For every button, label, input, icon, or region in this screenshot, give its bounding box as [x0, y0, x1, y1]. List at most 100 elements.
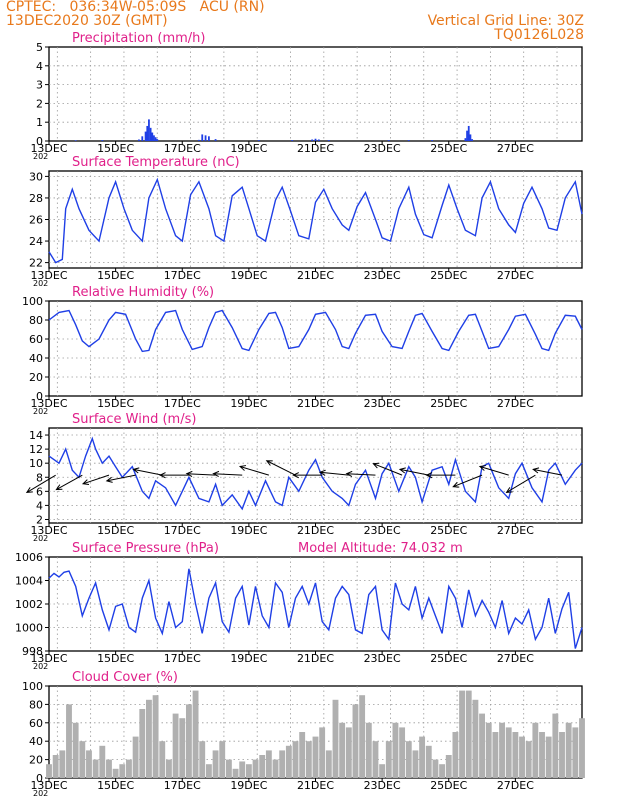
precip-bar [431, 140, 433, 141]
cloud-bar [225, 759, 232, 778]
cloud-xtick-label: 19DEC [230, 779, 267, 792]
cloud-bar [239, 761, 246, 778]
precip-xtick-label: 17DEC [164, 142, 201, 155]
wind-vector [238, 465, 270, 476]
wind-title: Surface Wind (m/s) [72, 412, 196, 427]
cloud-bar [365, 722, 372, 778]
wind-vector [105, 474, 136, 483]
cloud-bar [459, 690, 466, 778]
pres-series-line [48, 568, 583, 649]
precip-bar [314, 138, 317, 141]
rh-ytick-label: 20 [29, 371, 43, 384]
precip-ytick-label: 2 [36, 97, 43, 110]
cloud-bar [272, 759, 279, 778]
rh-xtick-label: 15DEC [97, 397, 134, 410]
precip-bar [467, 125, 470, 141]
precip-title: Precipitation (mm/h) [72, 31, 205, 46]
temp-series-line [48, 177, 583, 264]
cloud-bar [565, 722, 572, 778]
cloud-bar [499, 722, 505, 778]
wind-ytick-label: 10 [29, 457, 43, 470]
rh-xtick-label: 13DEC [30, 397, 67, 410]
cloud-bar [106, 759, 112, 778]
cloud-xtick-label: 25DEC [430, 779, 467, 792]
cloud-bar [419, 736, 426, 778]
precip-bar [387, 140, 390, 141]
wind-ytick-label: 6 [36, 485, 43, 498]
wind-vector [55, 474, 83, 491]
cloud-bar [379, 764, 386, 778]
wind-ytick-label: 8 [36, 471, 43, 484]
pres-xtick-label: 19DEC [230, 652, 267, 665]
rh-ytick-label: 0 [36, 390, 43, 403]
wind-vector [505, 474, 536, 494]
temp-title: Surface Temperature (nC) [72, 155, 240, 170]
pres-xtick-label: 23DEC [364, 652, 401, 665]
wind-xtick-label: 17DEC [164, 524, 201, 537]
rh-xtick-label: 19DEC [230, 397, 267, 410]
cloud-bar [485, 722, 492, 778]
precip-bar [464, 138, 467, 141]
wind-vector [425, 472, 456, 479]
temp-xtick-label: 23DEC [364, 269, 401, 282]
cloud-bar [512, 732, 519, 778]
cloud-bar [265, 750, 272, 778]
wind-vector [185, 470, 216, 478]
cloud-bar [46, 764, 52, 778]
cloud-ytick-label: 60 [29, 717, 43, 730]
rh-series-line [48, 309, 583, 353]
rh-xtick-label: 17DEC [164, 397, 201, 410]
wind-xtick-label: 13DEC [30, 524, 67, 537]
temp-ytick-label: 30 [29, 170, 43, 183]
cloud-bar [532, 722, 539, 778]
cloud-ytick-label: 100 [22, 680, 43, 693]
cloud-bar [59, 750, 66, 778]
temp-ytick-label: 24 [29, 235, 43, 248]
cloud-bar [519, 736, 525, 778]
cloud-bar [126, 759, 132, 778]
cloud-bar [219, 741, 226, 778]
precip-bar [291, 140, 294, 141]
cloud-bar [165, 759, 172, 778]
date-header: 13DEC2020 30Z (GMT) [6, 13, 168, 29]
pres-ytick-label: 1000 [15, 622, 43, 635]
cloud-bar [79, 741, 86, 778]
rh-xtick-label: 27DEC [497, 397, 534, 410]
precip-xtick-label: 25DEC [430, 142, 467, 155]
cloud-bar [332, 699, 339, 778]
pres-xtick-label: 21DEC [297, 652, 334, 665]
temp-xtick-label: 25DEC [430, 269, 467, 282]
rh-panel: 0 20 40 60 80 100 13DEC 15DEC 17DEC 19DEC 21DEC 23D… [22, 285, 583, 416]
wind-vector [372, 462, 403, 476]
precip-bar [149, 127, 152, 141]
wind-vector [292, 472, 323, 479]
cloud-bar [299, 732, 306, 778]
cloud-bar [66, 704, 72, 778]
cloud-bar [319, 727, 326, 778]
precip-bar [198, 139, 200, 141]
cloud-bar [112, 768, 119, 778]
cloud-bar [245, 764, 252, 778]
cloud-bar [452, 732, 459, 778]
cloud-bar [172, 713, 179, 778]
cloud-xtick-label: 13DEC [30, 779, 67, 792]
precip-ytick-label: 0 [36, 135, 43, 148]
precip-bar [208, 136, 210, 141]
rh-xtick-label: 25DEC [430, 397, 467, 410]
precip-ytick-label: 5 [36, 41, 43, 54]
wind-vector [212, 470, 243, 478]
cloud-bar [425, 745, 432, 778]
precip-ytick-label: 1 [36, 116, 43, 129]
wind-vector [478, 465, 509, 476]
cloud-bar [72, 722, 79, 778]
cloud-bar [385, 741, 392, 778]
cloud-ytick-label: 0 [36, 772, 43, 785]
wind-xtick-label: 25DEC [430, 524, 467, 537]
pres-xtick-label: 17DEC [164, 652, 201, 665]
precip-xtick-label: 23DEC [364, 142, 401, 155]
precip-bar [201, 134, 204, 141]
wind-year-fragment: 202 [33, 534, 48, 543]
station-header: CPTEC: 036:34W-05:09S ACU (RN) [6, 0, 265, 15]
